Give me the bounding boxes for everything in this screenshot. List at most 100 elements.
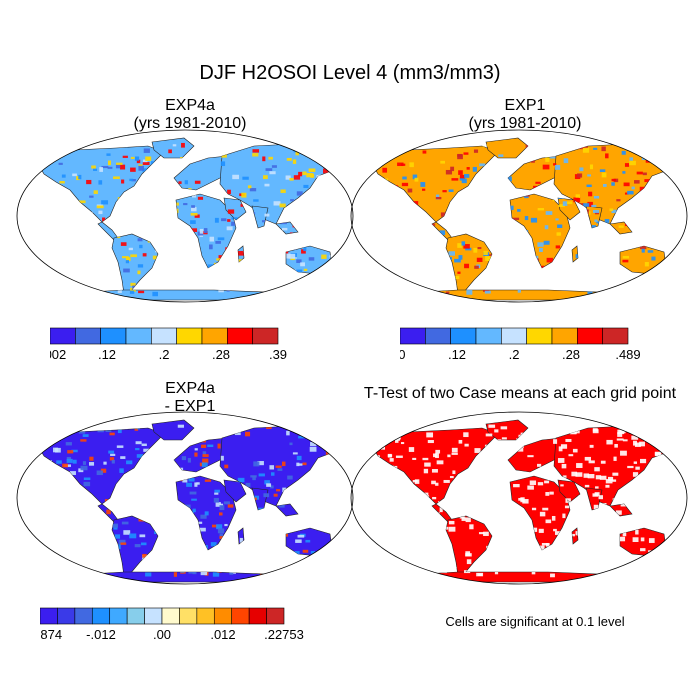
- grid-cell: [214, 464, 221, 469]
- grid-cell: [170, 169, 175, 173]
- grid-cell: [224, 523, 228, 527]
- grid-cell: [156, 263, 161, 269]
- grid-cell: [281, 227, 288, 231]
- grid-cell: [184, 180, 188, 185]
- grid-cell: [72, 225, 79, 229]
- grid-cell: [172, 527, 178, 530]
- grid-cell: [279, 203, 286, 208]
- grid-cell: [513, 483, 520, 488]
- grid-cell: [193, 265, 198, 269]
- grid-cell: [63, 270, 70, 273]
- grid-cell: [546, 282, 553, 285]
- grid-cell: [100, 527, 106, 531]
- grid-cell: [40, 222, 45, 226]
- grid-cell: [675, 450, 678, 455]
- grid-cell: [654, 153, 659, 159]
- grid-cell: [545, 157, 550, 162]
- grid-cell: [443, 479, 450, 483]
- grid-cell: [52, 228, 57, 234]
- grid-cell: [294, 551, 300, 555]
- grid-cell: [309, 446, 317, 452]
- grid-cell: [571, 471, 578, 477]
- grid-cell: [253, 230, 260, 233]
- colorbar-tick-label: .12: [448, 347, 466, 362]
- grid-cell: [164, 563, 170, 567]
- grid-cell: [634, 483, 638, 487]
- grid-cell: [389, 458, 394, 462]
- grid-cell: [493, 441, 498, 446]
- grid-cell: [118, 426, 123, 429]
- grid-cell: [89, 195, 94, 198]
- grid-cell: [150, 553, 156, 556]
- grid-cell: [93, 280, 99, 284]
- grid-cell: [533, 185, 538, 190]
- grid-cell: [192, 532, 199, 535]
- grid-cell: [137, 264, 144, 268]
- grid-cell: [439, 230, 446, 236]
- grid-cell: [496, 451, 502, 456]
- grid-cell: [627, 465, 634, 469]
- grid-cell: [413, 279, 421, 284]
- grid-cell: [335, 202, 339, 205]
- grid-cell: [622, 532, 627, 537]
- grid-cell: [246, 554, 251, 560]
- grid-cell: [381, 178, 389, 183]
- grid-cell: [451, 566, 457, 571]
- panel-title-line2: (yrs 1981-2010): [468, 115, 582, 132]
- colorbar-tick-label: .0: [400, 347, 405, 362]
- grid-cell: [580, 219, 585, 224]
- grid-cell: [674, 251, 678, 256]
- grid-cell: [159, 163, 163, 168]
- colorbar-swatch: [266, 607, 285, 625]
- continent-india: [251, 205, 269, 229]
- grid-cell: [158, 286, 166, 290]
- grid-cell: [383, 552, 387, 556]
- grid-cell: [476, 509, 480, 513]
- grid-cell: [303, 571, 310, 576]
- grid-cell: [384, 200, 389, 206]
- grid-cell: [194, 448, 198, 451]
- grid-cell: [609, 539, 614, 545]
- grid-cell: [50, 250, 56, 253]
- grid-cell: [543, 240, 550, 245]
- grid-cell: [313, 482, 319, 488]
- grid-cell: [560, 484, 564, 487]
- grid-cell: [266, 483, 272, 487]
- grid-cell: [636, 505, 642, 510]
- grid-cell: [50, 218, 58, 223]
- grid-cell: [120, 164, 126, 170]
- grid-cell: [51, 468, 57, 473]
- grid-cell: [258, 473, 265, 477]
- grid-cell: [276, 489, 281, 492]
- grid-cell: [137, 238, 143, 242]
- grid-cell: [245, 257, 252, 261]
- grid-cell: [644, 262, 649, 267]
- grid-cell: [490, 268, 497, 274]
- grid-cell: [575, 472, 583, 477]
- grid-cell: [219, 505, 225, 511]
- grid-cell: [606, 280, 613, 286]
- grid-cell: [334, 446, 338, 451]
- grid-cell: [109, 432, 115, 436]
- grid-cell: [583, 259, 590, 264]
- grid-cell: [610, 556, 615, 561]
- grid-cell: [486, 239, 493, 244]
- colorbar-tick-label: .489: [615, 347, 640, 362]
- grid-cell: [633, 461, 638, 464]
- grid-cell: [614, 443, 618, 448]
- grid-cell: [395, 455, 403, 458]
- grid-cell: [154, 497, 161, 503]
- grid-cell: [215, 472, 222, 477]
- grid-cell: [392, 532, 399, 537]
- grid-cell: [469, 488, 473, 492]
- grid-cell: [574, 426, 579, 431]
- grid-cell: [105, 284, 113, 289]
- grid-cell: [307, 241, 315, 245]
- grid-cell: [191, 498, 197, 501]
- grid-cell: [166, 266, 171, 271]
- grid-cell: [200, 514, 207, 519]
- grid-cell: [669, 480, 673, 484]
- grid-cell: [654, 207, 662, 212]
- grid-cell: [302, 549, 309, 553]
- grid-cell: [264, 213, 270, 217]
